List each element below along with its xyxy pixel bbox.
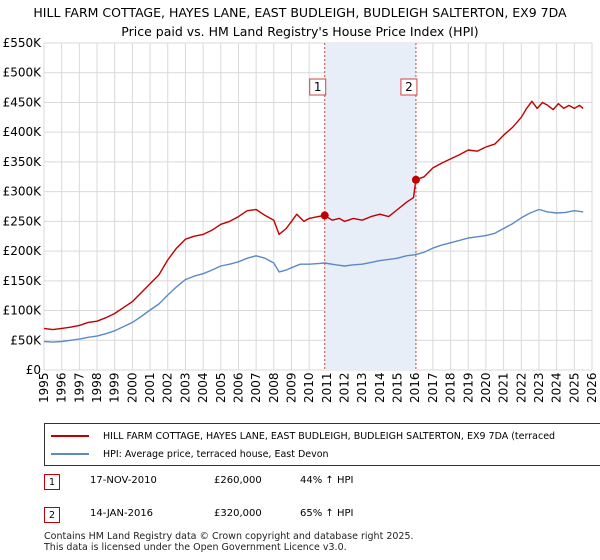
x-tick-label: 1997 [72,372,86,403]
y-tick-label: £250K [3,214,43,228]
transaction-hpi: 65% ↑ HPI [300,508,354,519]
property-price-line [43,100,584,331]
x-tick-label: 2010 [302,372,316,403]
transaction-date: 14-JAN-2016 [90,508,154,519]
x-tick-label: 2020 [479,372,493,403]
x-tick-label: 2000 [125,372,139,403]
x-tick-label: 2011 [320,372,334,403]
chart-title-line1: HILL FARM COTTAGE, HAYES LANE, EAST BUDL… [33,5,567,20]
x-tick-label: 2006 [231,372,245,403]
x-tick-label: 2009 [284,372,298,403]
x-tick-label: 2024 [550,372,564,403]
x-tick-label: 1999 [108,372,122,403]
transaction-hpi: 44% ↑ HPI [300,475,354,486]
x-tick-label: 2008 [267,372,281,403]
x-tick-label: 2012 [338,372,352,403]
y-tick-label: £500K [3,66,43,80]
x-tick-label: 2025 [567,372,581,403]
x-tick-label: 2022 [514,372,528,403]
x-tick-label: 2018 [444,372,458,403]
legend-label-property: HILL FARM COTTAGE, HAYES LANE, EAST BUDL… [103,430,556,442]
y-tick-label: £450K [3,95,43,109]
x-tick-label: 2005 [214,372,228,403]
legend-swatch-property [51,435,89,437]
annotation-2-point [411,175,420,184]
series-layer [43,100,584,343]
annotation-1-point [320,211,329,220]
annotation-1-box [309,78,327,96]
x-tick-label: 1995 [37,372,51,403]
x-tick-label: 1996 [55,372,69,403]
legend-swatch-hpi [51,453,89,455]
y-tick-label: £50K [10,333,42,347]
y-tick-label: £350K [3,155,43,169]
plot-background [44,43,592,370]
annotation-2-box [400,78,418,96]
legend-item-property: HILL FARM COTTAGE, HAYES LANE, EAST BUDL… [51,428,555,444]
legend-item-hpi: HPI: Average price, terraced house, East… [51,446,329,462]
transaction-number: 1 [44,474,60,490]
annotation-2-label: 2 [405,80,413,94]
x-tick-label: 2021 [497,372,511,403]
x-tick-label: 2016 [408,372,422,403]
footer-line2: This data is licensed under the Open Gov… [44,542,347,553]
y-tick-label: £150K [3,274,43,288]
x-tick-label: 2004 [196,372,210,403]
x-tick-label: 2026 [585,372,599,403]
legend-label-hpi: HPI: Average price, terraced house, East… [103,448,329,460]
x-tick-label: 2015 [391,372,405,403]
table-row: 1 17-NOV-2010 £260,000 44% ↑ HPI [44,472,600,492]
transaction-date: 17-NOV-2010 [90,475,157,486]
x-tick-label: 2019 [461,372,475,403]
footer: Contains HM Land Registry data © Crown c… [44,531,414,553]
y-tick-label: £0 [26,363,41,377]
legend: HILL FARM COTTAGE, HAYES LANE, EAST BUDL… [44,423,600,466]
transaction-price: £320,000 [214,508,262,519]
x-tick-label: 2023 [532,372,546,403]
table-row: 2 14-JAN-2016 £320,000 65% ↑ HPI [44,505,600,525]
y-tick-label: £550K [3,36,43,50]
x-tick-label: 2017 [426,372,440,403]
y-tick-label: £100K [3,304,43,318]
x-tick-label: 2001 [143,372,157,403]
annotation-1-label: 1 [314,80,322,94]
grid-layer [43,42,593,371]
x-tick-label: 2014 [373,372,387,403]
y-tick-label: £200K [3,244,43,258]
hpi-line [43,208,584,343]
x-tick-label: 2007 [249,372,263,403]
footer-line1: Contains HM Land Registry data © Crown c… [44,531,414,542]
axis-layer: £0 £50K £100K £150K £200K £250K £300K £350K £400… [3,36,599,403]
x-tick-label: 2003 [178,372,192,403]
transaction-price: £260,000 [214,475,262,486]
y-tick-label: £300K [3,185,43,199]
x-tick-label: 2013 [355,372,369,403]
chart-title-line2: Price paid vs. HM Land Registry's House … [121,24,479,39]
x-tick-label: 2002 [161,372,175,403]
x-tick-label: 1998 [90,372,104,403]
transaction-number: 2 [44,507,60,523]
y-tick-label: £400K [3,125,43,139]
chart-title: HILL FARM COTTAGE, HAYES LANE, EAST BUDL… [0,3,600,41]
